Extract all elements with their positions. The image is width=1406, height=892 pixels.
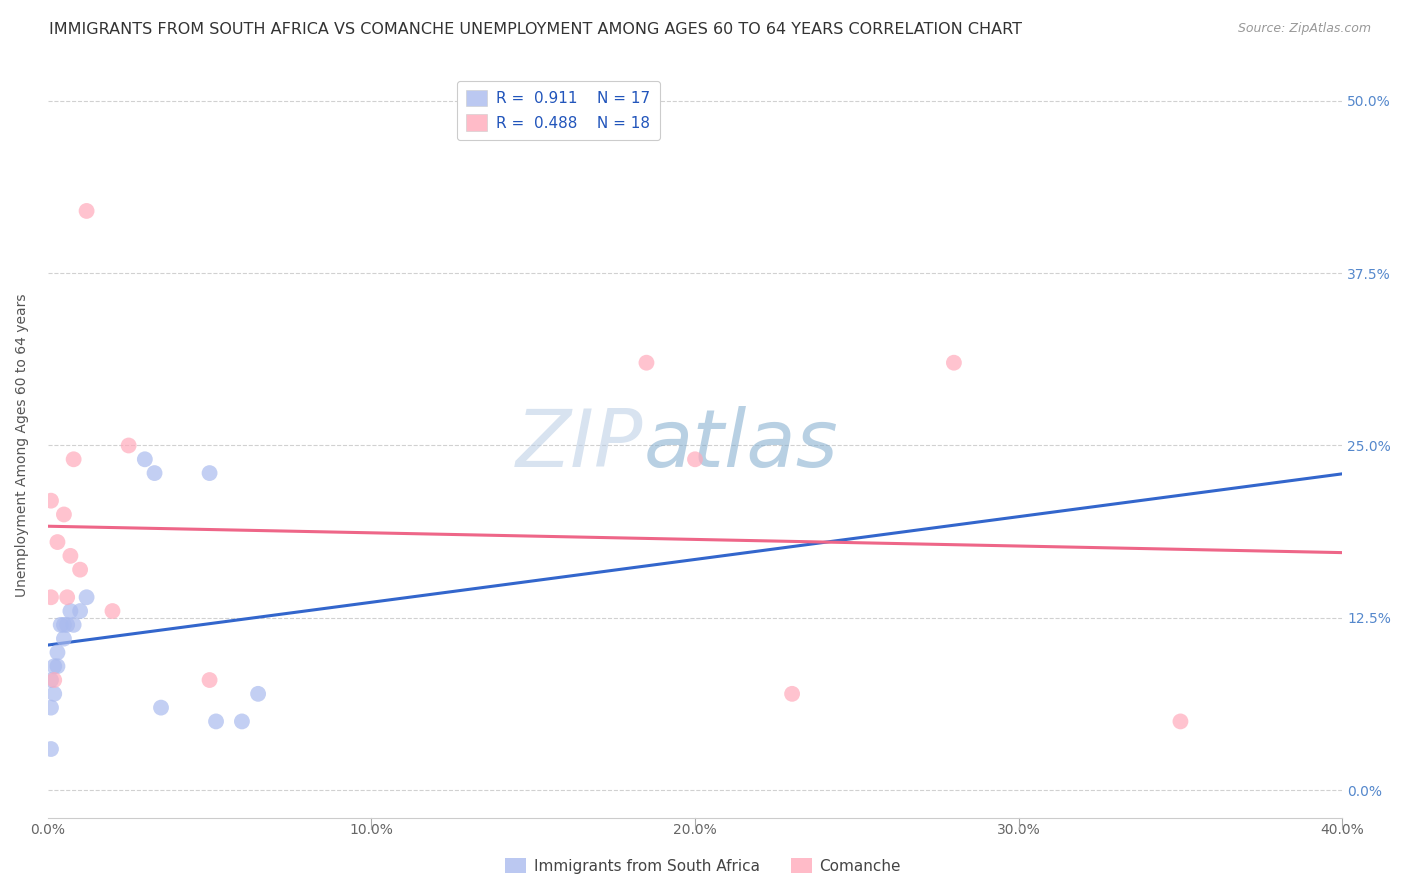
- Point: [59, 604, 82, 618]
- Point: [205, 714, 228, 729]
- Point: [69, 563, 91, 577]
- Point: [1170, 714, 1192, 729]
- Point: [780, 687, 803, 701]
- Point: [636, 356, 658, 370]
- Point: [76, 203, 98, 218]
- Point: [39, 493, 62, 508]
- Point: [56, 617, 79, 632]
- Point: [52, 632, 75, 646]
- Point: [44, 687, 66, 701]
- Point: [39, 673, 62, 687]
- Point: [683, 452, 706, 467]
- Point: [247, 687, 270, 701]
- Point: [942, 356, 965, 370]
- Text: IMMIGRANTS FROM SOUTH AFRICA VS COMANCHE UNEMPLOYMENT AMONG AGES 60 TO 64 YEARS : IMMIGRANTS FROM SOUTH AFRICA VS COMANCHE…: [49, 22, 1022, 37]
- Point: [52, 508, 75, 522]
- Point: [46, 659, 69, 673]
- Text: Source: ZipAtlas.com: Source: ZipAtlas.com: [1237, 22, 1371, 36]
- Point: [150, 700, 173, 714]
- Point: [198, 466, 221, 480]
- Point: [76, 591, 98, 605]
- Text: ZIP: ZIP: [516, 407, 643, 484]
- Point: [118, 438, 141, 452]
- Point: [143, 466, 166, 480]
- Point: [56, 591, 79, 605]
- Point: [101, 604, 124, 618]
- Point: [59, 549, 82, 563]
- Point: [231, 714, 253, 729]
- Point: [44, 659, 66, 673]
- Point: [62, 452, 84, 467]
- Point: [69, 604, 91, 618]
- Point: [44, 673, 66, 687]
- Point: [198, 673, 221, 687]
- Point: [62, 617, 84, 632]
- Point: [52, 617, 75, 632]
- Point: [46, 535, 69, 549]
- Point: [134, 452, 156, 467]
- Point: [46, 645, 69, 659]
- Point: [39, 742, 62, 756]
- Point: [39, 700, 62, 714]
- Point: [39, 591, 62, 605]
- Y-axis label: Unemployment Among Ages 60 to 64 years: Unemployment Among Ages 60 to 64 years: [15, 293, 30, 598]
- Legend: R =  0.911    N = 17, R =  0.488    N = 18: R = 0.911 N = 17, R = 0.488 N = 18: [457, 80, 659, 140]
- Text: atlas: atlas: [643, 407, 838, 484]
- Legend: Immigrants from South Africa, Comanche: Immigrants from South Africa, Comanche: [499, 852, 907, 880]
- Point: [49, 617, 72, 632]
